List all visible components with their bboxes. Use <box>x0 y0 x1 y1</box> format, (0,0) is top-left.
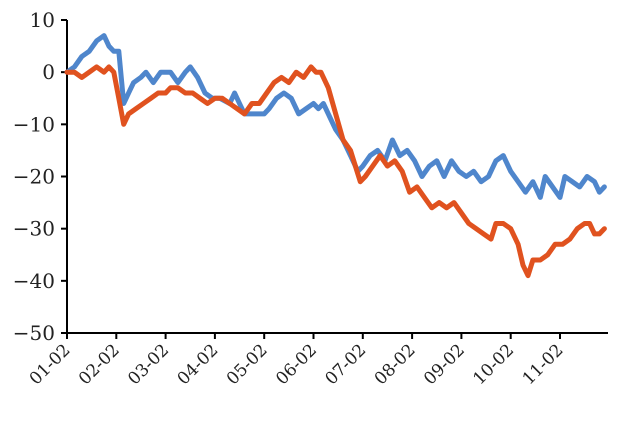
x-tick-label: 01-02 <box>26 340 75 389</box>
y-tick-label: −40 <box>13 269 55 293</box>
x-axis: 01-02 02-02 03-02 04-02 05-02 06-02 07-02 08-02… <box>26 332 608 389</box>
series-line-1 <box>64 33 607 200</box>
x-tick-label: 04-02 <box>174 340 223 389</box>
x-tick-label: 06-02 <box>272 340 321 389</box>
x-tick-label: 10-02 <box>469 340 518 389</box>
x-tick-label: 11-02 <box>519 340 568 389</box>
series-lines <box>64 33 607 279</box>
x-tick-label: 05-02 <box>223 340 272 389</box>
y-axis: 10 0 −10 −20 −30 −40 −50 <box>13 8 68 345</box>
x-tick-label: 03-02 <box>124 340 173 389</box>
y-tick-label: −10 <box>13 112 55 136</box>
y-tick-label: −20 <box>13 165 55 189</box>
series-line-2 <box>64 64 607 279</box>
x-tick-label: 08-02 <box>371 340 420 389</box>
y-tick-label: 0 <box>42 60 55 84</box>
x-tick-label: 09-02 <box>420 340 469 389</box>
y-tick-label: −50 <box>13 321 55 345</box>
y-tick-label: 10 <box>30 8 55 32</box>
x-tick-label: 07-02 <box>322 340 371 389</box>
y-tick-label: −30 <box>13 217 55 241</box>
x-tick-label: 02-02 <box>75 340 124 389</box>
